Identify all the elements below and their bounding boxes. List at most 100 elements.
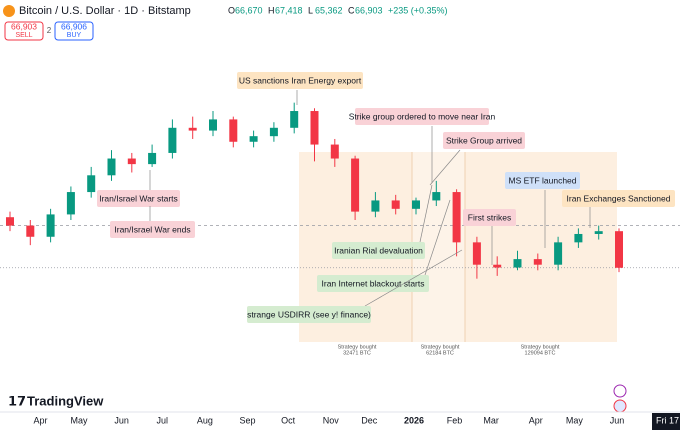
candle-body: [209, 119, 217, 131]
annotation-text: strange USDIRR (see y! finance): [247, 309, 371, 319]
spread: 2: [47, 26, 52, 35]
x-tick-label: Jun: [114, 415, 129, 425]
candle-body: [371, 200, 380, 212]
buy-label: BUY: [67, 32, 82, 39]
candle-body: [168, 127, 177, 153]
brand: TradingView: [27, 393, 104, 408]
symbol-icon: [3, 5, 15, 17]
annotations: US sanctions Iran Energy export Strike gr…: [97, 72, 675, 356]
ohlc-value: 67,418: [275, 5, 303, 15]
candle-body: [6, 217, 14, 226]
x-tick-label: Aug: [197, 415, 213, 425]
annotation-box: [505, 172, 580, 189]
sell-button[interactable]: [4, 21, 44, 41]
candle-body: [107, 158, 116, 176]
x-tick-label: Dec: [361, 415, 378, 425]
leader-line: [429, 149, 461, 186]
x-tick-label: Apr: [33, 415, 47, 425]
ohlc-key: C: [348, 5, 355, 15]
annotation-box: [97, 190, 180, 207]
candle-body: [330, 144, 339, 159]
x-tick-label: May: [566, 415, 584, 425]
annotation-box: [463, 209, 516, 226]
x-tick-label: 2026: [404, 415, 424, 425]
annotation-text: First strikes: [468, 212, 511, 222]
leader-line: [419, 184, 433, 243]
candle-body: [513, 259, 522, 268]
x-tick-label: Jun: [610, 415, 625, 425]
sell-label: SELL: [15, 32, 32, 39]
candle-body: [615, 231, 623, 268]
candle-body: [26, 225, 35, 237]
strategy-note: 32471 BTC: [343, 350, 371, 356]
x-tick-label: Sep: [240, 415, 256, 425]
candle-body: [554, 242, 563, 265]
candle-body: [66, 192, 75, 215]
candle-body: [249, 136, 258, 142]
candle-body: [472, 242, 481, 265]
candle-body: [594, 231, 603, 234]
sell-price: 66,903: [11, 21, 37, 31]
annotation-text: Strike group ordered to move near Iran: [349, 111, 496, 121]
ohlc-key: O: [228, 5, 235, 15]
strategy-note: 129094 BTC: [525, 350, 556, 356]
annotation-text: Iran Exchanges Sanctioned: [567, 193, 671, 203]
ohlc-value: 66,670: [235, 5, 263, 15]
annotation-text: US sanctions Iran Energy export: [239, 75, 362, 85]
strategy-note: Strategy bought: [521, 344, 560, 350]
annotation-box: [317, 275, 429, 292]
x-tick-label: Feb: [447, 415, 463, 425]
candle-body: [432, 192, 441, 201]
candle-body: [229, 119, 238, 142]
annotation-box: [237, 72, 363, 89]
candle-body: [46, 214, 55, 237]
annotation-box: [355, 108, 489, 125]
annotation-box: [332, 242, 425, 259]
plot: Apr May Jun Jul Aug Sep Oct Nov Dec 2026 Feb Mar Apr…: [0, 102, 680, 425]
icon[interactable]: [613, 399, 627, 413]
annotation-text: Iran/Israel War starts: [99, 193, 178, 203]
time-box: [652, 413, 680, 430]
change: +235 (+0.35%): [388, 5, 448, 15]
candle-body: [188, 127, 197, 131]
buy-button[interactable]: [54, 21, 94, 41]
candle-body: [87, 175, 96, 193]
ohlc-value: 65,362: [315, 5, 343, 15]
ohlc-value: 66,903: [355, 5, 383, 15]
candle-body: [310, 111, 319, 145]
candle-body: [391, 200, 400, 209]
candle-body: [269, 127, 278, 137]
ohlc: O 66,670 H 67,418 L 65,362 C 66,903 +235 (+0.35%…: [228, 5, 448, 15]
x-tick-label: May: [71, 415, 89, 425]
x-tick-label: Mar: [483, 415, 499, 425]
x-tick-label: Nov: [323, 415, 340, 425]
icon[interactable]: [613, 384, 627, 398]
ohlc-key: H: [268, 5, 275, 15]
annotation-text: Iran/Israel War ends: [114, 224, 190, 234]
strategy-note: 62184 BTC: [426, 350, 454, 356]
candle-body: [148, 152, 157, 165]
candle-body: [290, 111, 299, 128]
time-label: Fri 17: [656, 415, 679, 425]
candle-body: [493, 264, 502, 268]
annotation-box: [443, 132, 525, 149]
buy-price: 66,906: [61, 21, 87, 31]
strategy-note: Strategy bought: [421, 344, 460, 350]
x-tick-label: Oct: [281, 415, 296, 425]
annotation-box: [110, 221, 195, 238]
logo-mark: 𝟭𝟳: [8, 393, 26, 408]
candle-body: [412, 200, 420, 209]
annotation-text: Iranian Rial devaluation: [334, 245, 423, 255]
annotation-text: Iran Internet blackout starts: [322, 278, 425, 288]
annotation-text: Strike Group arrived: [446, 135, 522, 145]
symbol-title: Bitcoin / U.S. Dollar · 1D · Bitstamp: [19, 5, 191, 17]
annotation-box: [247, 306, 371, 323]
ohlc-key: L: [308, 5, 313, 15]
leader-line: [364, 249, 463, 307]
x-tick-label: Jul: [156, 415, 168, 425]
x-tick-label: Apr: [529, 415, 543, 425]
annotation-text: MS ETF launched: [508, 175, 576, 185]
leader-line: [424, 199, 451, 276]
candle-body: [351, 158, 360, 212]
